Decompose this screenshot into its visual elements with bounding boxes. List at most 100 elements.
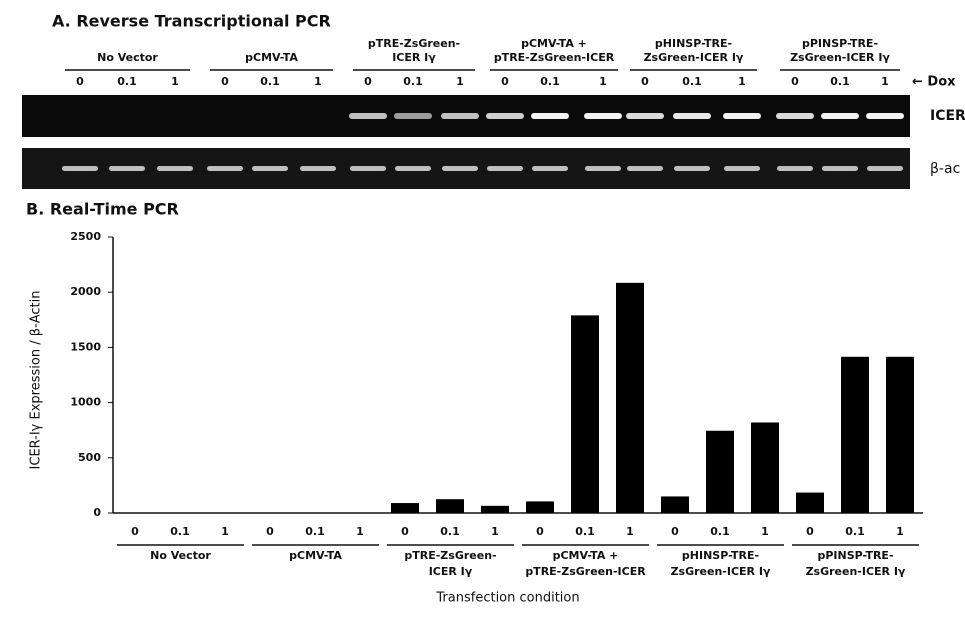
dose-label: 0.1	[682, 75, 702, 88]
gel-band	[441, 113, 479, 119]
gel-band	[394, 113, 432, 119]
bar	[886, 356, 914, 513]
gel-band	[442, 166, 478, 171]
gel-band	[350, 166, 386, 171]
group-label: ZsGreen-ICER Iγ	[806, 565, 906, 578]
gel-band	[585, 166, 621, 171]
gel-band	[584, 113, 622, 119]
bar	[661, 496, 689, 513]
bar	[616, 282, 644, 513]
group-label: pCMV-TA	[245, 51, 298, 64]
dose-label: 0	[641, 75, 649, 88]
x-tick-label: 1	[761, 525, 769, 538]
y-tick-label: 1000	[70, 396, 101, 409]
x-tick-label: 0.1	[440, 525, 460, 538]
gel-band	[627, 166, 663, 171]
x-tick-label: 1	[221, 525, 229, 538]
dose-label: 1	[314, 75, 322, 88]
gel-band	[866, 113, 904, 119]
bar	[481, 505, 509, 513]
y-tick-label: 2500	[70, 230, 101, 243]
bar	[751, 422, 779, 513]
gel-band	[776, 113, 814, 119]
group-label: ZsGreen-ICER Iγ	[644, 51, 744, 64]
bar	[436, 499, 464, 513]
x-tick-label: 0	[536, 525, 544, 538]
gel-band	[626, 113, 664, 119]
panel-b-title: B. Real-Time PCR	[26, 200, 179, 219]
group-label: No Vector	[150, 549, 211, 562]
dose-label: 0.1	[830, 75, 850, 88]
gel-band	[486, 113, 524, 119]
bar	[526, 501, 554, 513]
group-label: No Vector	[97, 51, 158, 64]
group-label: ICER Iγ	[392, 51, 436, 64]
gene-label: ICER	[930, 108, 965, 124]
gel-band	[867, 166, 903, 171]
dose-label: 1	[881, 75, 889, 88]
gel-band	[723, 113, 761, 119]
bar	[391, 503, 419, 513]
gel-band	[531, 113, 569, 119]
gel-band	[207, 166, 243, 171]
x-tick-label: 1	[626, 525, 634, 538]
dose-label: 0.1	[540, 75, 560, 88]
y-tick-label: 0	[93, 506, 101, 519]
x-tick-label: 0	[806, 525, 814, 538]
group-label: pPINSP-TRE-	[817, 549, 893, 562]
gel-band	[62, 166, 98, 171]
panel-a-title: A. Reverse Transcriptional PCR	[52, 12, 331, 31]
group-label: pTRE-ZsGreen-	[404, 549, 496, 562]
dose-label: 0	[501, 75, 509, 88]
x-tick-label: 0	[131, 525, 139, 538]
gene-label: β-ac	[930, 161, 960, 177]
y-tick-label: 2000	[70, 285, 101, 298]
dose-label: 0.1	[117, 75, 137, 88]
gel-band	[822, 166, 858, 171]
group-label: ZsGreen-ICER Iγ	[790, 51, 890, 64]
gel-band	[109, 166, 145, 171]
x-tick-label: 0.1	[845, 525, 865, 538]
dox-label: ← Dox	[912, 75, 956, 90]
gel-band	[252, 166, 288, 171]
bar	[796, 492, 824, 513]
dose-label: 1	[171, 75, 179, 88]
group-label: pCMV-TA +	[553, 549, 619, 562]
y-tick-label: 500	[78, 451, 101, 464]
group-label: pCMV-TA	[289, 549, 342, 562]
x-axis-label: Transfection condition	[435, 591, 579, 606]
group-label: pTRE-ZsGreen-ICER	[494, 51, 615, 64]
dose-label: 0	[791, 75, 799, 88]
gel-band	[487, 166, 523, 171]
x-tick-label: 1	[896, 525, 904, 538]
y-tick-label: 1500	[70, 340, 101, 353]
group-label: ZsGreen-ICER Iγ	[671, 565, 771, 578]
x-tick-label: 1	[491, 525, 499, 538]
x-tick-label: 0	[671, 525, 679, 538]
gel-band	[395, 166, 431, 171]
dose-label: 1	[738, 75, 746, 88]
dose-label: 1	[456, 75, 464, 88]
gel-band	[777, 166, 813, 171]
dose-label: 0.1	[403, 75, 423, 88]
x-tick-label: 0.1	[305, 525, 325, 538]
group-label: ICER Iγ	[429, 565, 473, 578]
dose-label: 1	[599, 75, 607, 88]
x-tick-label: 0	[401, 525, 409, 538]
dose-label: 0.1	[260, 75, 280, 88]
gel-band	[724, 166, 760, 171]
gel-band	[532, 166, 568, 171]
x-tick-label: 0.1	[575, 525, 595, 538]
group-label: pHINSP-TRE-	[682, 549, 759, 562]
gel-band	[300, 166, 336, 171]
dose-label: 0	[76, 75, 84, 88]
group-label: pCMV-TA +	[521, 37, 587, 50]
bar	[706, 430, 734, 513]
gel-band	[821, 113, 859, 119]
x-tick-label: 0.1	[170, 525, 190, 538]
bar	[571, 315, 599, 513]
x-tick-label: 0	[266, 525, 274, 538]
y-axis-label: ICER-Iγ Expression / β-Actin	[29, 291, 44, 470]
gel-band	[157, 166, 193, 171]
